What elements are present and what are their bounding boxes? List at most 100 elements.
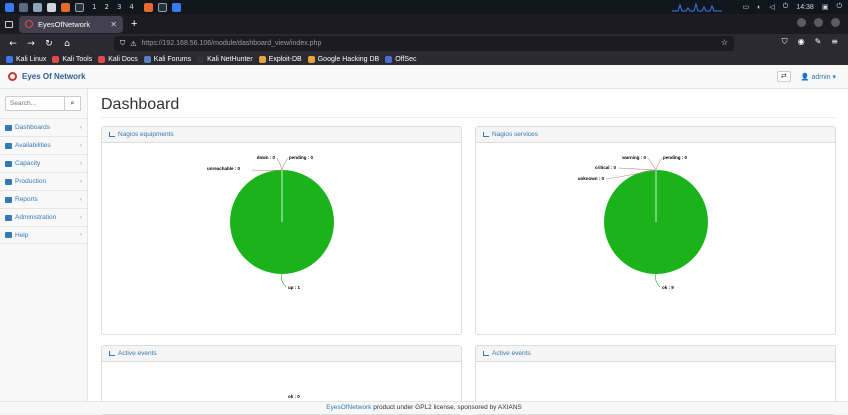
close-tab-icon[interactable]: ✕: [110, 19, 117, 29]
pie-label-unreachable: unreachable : 0: [207, 166, 241, 171]
eyesofnetwork-favicon-icon: [25, 20, 33, 28]
browser-tab[interactable]: EyesOfNetwork ✕: [19, 15, 123, 33]
pie-label-pending: pending : 0: [663, 155, 687, 160]
chevron-left-icon: ‹: [80, 214, 82, 221]
footer-text: product under GPL2 license, sponsored by…: [373, 404, 522, 411]
equipments-pie-chart[interactable]: up : 1 down : 0 pending : 0 unreachable : 0: [102, 143, 462, 335]
pie-leader-line: [276, 157, 283, 171]
sidebar-item-production[interactable]: Production ‹: [0, 172, 87, 190]
panel-nagios-services: Nagios services ok : 9 warning : 0 pending…: [475, 126, 836, 335]
terminal-window-icon[interactable]: [157, 2, 167, 12]
workspace-2[interactable]: 2: [104, 3, 109, 11]
insecure-lock-icon[interactable]: ⚠: [130, 40, 137, 48]
pocket-icon[interactable]: ⛉: [781, 37, 788, 46]
panel-title[interactable]: Nagios equipments: [118, 131, 174, 138]
bookmark-star-icon[interactable]: ☆: [720, 38, 728, 47]
panel-title[interactable]: Active events: [492, 350, 531, 357]
pie-leader-line: [281, 157, 289, 171]
footer: EyesOfNetwork product under GPL2 license…: [0, 401, 848, 414]
kali-menu-icon[interactable]: [5, 2, 14, 12]
shield-icon[interactable]: ⛉: [120, 39, 126, 47]
google-hacking-db-icon: [307, 55, 315, 63]
user-menu[interactable]: 👤 admin ▾: [801, 73, 836, 81]
files-icon[interactable]: [33, 2, 42, 12]
pie-label-pending: pending : 0: [289, 155, 313, 160]
footer-link[interactable]: EyesOfNetwork: [326, 404, 372, 411]
tab-overview-icon[interactable]: [5, 20, 13, 28]
search-input[interactable]: [5, 96, 65, 111]
cogs-icon: [5, 178, 12, 185]
terminal-icon[interactable]: [75, 2, 84, 12]
home-icon[interactable]: ⌂: [64, 38, 70, 49]
kali-linux-icon: [6, 55, 13, 63]
bookmark-kali-forums[interactable]: Kali Forums: [143, 55, 191, 63]
screen-icon[interactable]: ▭: [742, 4, 750, 11]
bookmark-exploit-db[interactable]: Exploit-DB: [258, 55, 302, 63]
panel-heading: Nagios services: [476, 127, 835, 143]
sidebar-item-help[interactable]: Help ‹: [0, 226, 87, 244]
sidebar-item-availabilities[interactable]: Availabilities ‹: [0, 136, 87, 154]
back-icon[interactable]: ←: [9, 38, 17, 49]
logout-icon[interactable]: ⏻: [836, 3, 842, 10]
notification-icon[interactable]: ◐: [757, 3, 762, 11]
pie-leader-line: [251, 169, 283, 171]
bookmarks-bar: Kali Linux Kali Tools Kali Docs Kali For…: [0, 53, 848, 65]
pie-leader-line: [655, 273, 661, 288]
editor-icon[interactable]: [47, 2, 56, 12]
pie-label-up: up : 1: [288, 285, 300, 290]
sidebar-item-reports[interactable]: Reports ‹: [0, 190, 87, 208]
browser-navbar: ← → ↻ ⌂ ⛉ ⚠ https://192.168.56.106 /modu…: [0, 34, 848, 53]
chevron-left-icon: ‹: [80, 196, 82, 203]
folder-window-icon[interactable]: [171, 2, 181, 12]
account-icon[interactable]: ◉: [797, 37, 805, 46]
brand[interactable]: Eyes Of Network: [8, 72, 86, 81]
desktop-icon[interactable]: [19, 2, 28, 12]
bookmark-kali-tools[interactable]: Kali Tools: [52, 55, 92, 63]
sidebar-item-dashboards[interactable]: Dashboards ‹: [0, 118, 87, 136]
user-name: admin: [811, 73, 831, 81]
system-tray: ▭ ◐ ◁ ⏻ 14:38 ▣ ⏻: [743, 0, 843, 14]
toggle-sidebar-button[interactable]: ⇄: [776, 71, 791, 82]
nav-toolbar-right: ⛉ ◉ ✎ ≡: [782, 37, 838, 47]
bookmark-google-hacking-db[interactable]: Google Hacking DB: [307, 55, 379, 63]
bookmark-offsec[interactable]: OffSec: [385, 55, 417, 63]
bookmark-kali-linux[interactable]: Kali Linux: [6, 55, 46, 63]
panel-title[interactable]: Active events: [118, 350, 157, 357]
workspace-3[interactable]: 3: [116, 3, 122, 11]
menu-icon[interactable]: ≡: [831, 37, 838, 46]
page-title: Dashboard: [101, 96, 180, 113]
url-bar[interactable]: ⛉ ⚠ https://192.168.56.106 /module/dashb…: [114, 36, 734, 51]
reload-icon[interactable]: ↻: [45, 38, 53, 49]
lock-icon[interactable]: ▣: [821, 4, 829, 11]
search-icon: ⌕: [70, 99, 75, 107]
url-host: https://192.168.56.106: [141, 40, 212, 47]
sidebar-item-administration[interactable]: Administration ‹: [0, 208, 87, 226]
sidebar: ⌕ Dashboards‹ Availabilities‹ Capacity‹ …: [0, 89, 88, 401]
forward-icon[interactable]: →: [27, 38, 35, 49]
power-icon[interactable]: ⏻: [782, 3, 789, 10]
extensions-icon[interactable]: ✎: [814, 37, 822, 46]
tab-list-icon[interactable]: [797, 18, 806, 27]
workspace-1[interactable]: 1: [92, 3, 97, 11]
services-pie-chart[interactable]: ok : 9 warning : 0 pending : 0 critical : 0…: [476, 143, 836, 335]
bar-chart-icon: [109, 132, 115, 137]
sidebar-item-capacity[interactable]: Capacity ‹: [0, 154, 87, 172]
maximize-icon[interactable]: [831, 18, 840, 27]
pie-label-unknown: unknown : 0: [578, 176, 605, 181]
firefox-icon[interactable]: [61, 2, 70, 12]
file-icon: [5, 196, 12, 203]
volume-icon[interactable]: ◁: [769, 4, 775, 11]
search-button[interactable]: ⌕: [65, 96, 81, 111]
bar-chart-icon: [109, 351, 115, 356]
bookmark-kali-docs[interactable]: Kali Docs: [98, 55, 138, 63]
new-tab-button[interactable]: +: [131, 18, 138, 30]
panel-heading: Active events: [102, 346, 461, 362]
firefox-window-icon[interactable]: [143, 2, 153, 12]
sidebar-search: ⌕: [5, 96, 81, 111]
bookmark-kali-nethunter[interactable]: Kali NetHunter: [197, 55, 253, 63]
minimize-icon[interactable]: [814, 18, 823, 27]
panel-title[interactable]: Nagios services: [492, 131, 538, 138]
user-icon: 👤: [800, 73, 810, 81]
pie-leader-line: [605, 169, 657, 180]
workspace-4[interactable]: 4: [129, 3, 134, 11]
